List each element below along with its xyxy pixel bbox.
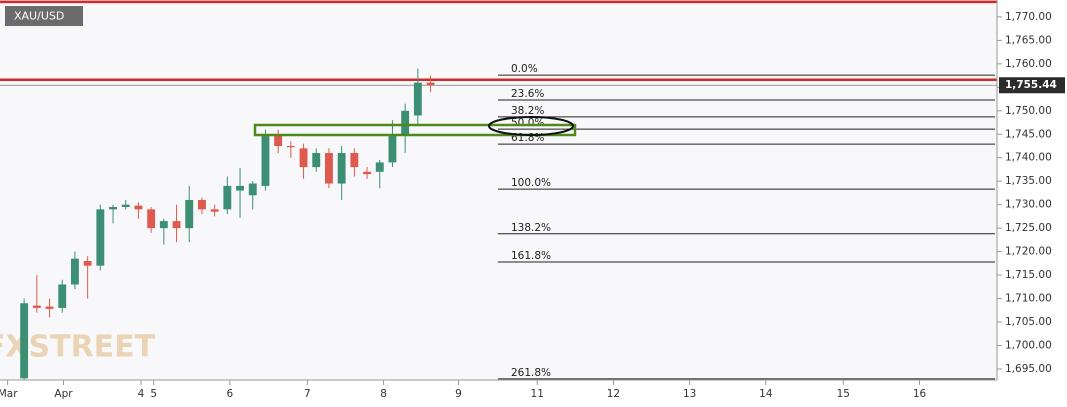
fib-label: 38.2% [511,105,544,117]
candle-body [210,209,219,212]
x-tick-label: 9 [455,388,462,400]
candle-body [109,207,117,210]
candle-body [388,134,397,163]
candle-body [261,134,270,186]
candle-body [337,153,346,184]
candle-body [286,145,295,148]
candle-body [401,110,410,135]
candle-body [159,221,168,229]
x-tick-label: 12 [607,388,620,400]
candle-body [20,303,29,379]
candle-body [83,261,92,266]
last-price-box [999,77,1065,94]
y-tick-label: 1,760.00 [1005,58,1052,70]
x-tick-label: 8 [380,388,387,400]
x-tick-label: 16 [913,388,927,400]
y-tick-label: 1,740.00 [1005,152,1052,164]
zone-box [253,123,577,137]
x-tick-label: 13 [683,388,696,400]
candle-body [236,185,244,191]
y-tick-label: 1,745.00 [1005,128,1052,140]
candle-body [172,221,181,229]
fib-label: 100.0% [511,177,551,189]
y-tick-label: 1,725.00 [1005,222,1052,234]
candle-body [70,258,79,285]
fib-label: 0.0% [511,63,538,75]
candle-body [363,171,371,175]
x-tick-label: 6 [227,388,234,400]
y-tick-label: 1,700.00 [1005,339,1052,351]
fib-label: 23.6% [511,88,544,100]
y-tick-label: 1,730.00 [1005,199,1052,211]
y-tick-label: 1,770.00 [1005,11,1052,23]
candle-body [45,306,54,309]
candle-body [274,134,283,146]
y-tick-label: 1,765.00 [1005,34,1052,46]
candle-body [312,153,321,168]
candle-body [58,284,67,308]
candle-body [185,199,194,229]
x-tick-label: 5 [150,388,157,400]
plot-area [0,0,997,380]
candle-body [223,185,232,210]
candle-body [147,209,156,229]
x-tick-label: 15 [837,388,850,400]
fib-label: 50.0% [511,117,544,129]
candle-body [299,148,308,168]
y-tick-label: 1,710.00 [1005,293,1052,305]
x-tick-label: 14 [759,388,773,400]
fib-label: 161.8% [511,250,551,262]
x-tick-label: 11 [531,388,544,400]
x-tick-label: 4 [138,388,145,400]
x-tick-label: Mar [0,388,18,400]
fib-label: 138.2% [511,222,551,234]
y-tick-label: 1,715.00 [1005,269,1052,281]
candle-body [426,82,435,86]
candle-body [248,183,257,196]
y-tick-label: 1,735.00 [1005,175,1052,187]
y-tick-label: 1,720.00 [1005,246,1052,258]
candle-body [96,209,105,266]
symbol-label: XAU/USD [14,10,64,23]
candle-body [134,205,143,210]
x-tick-label: Apr [54,388,73,400]
circle-annotation [488,116,574,136]
fib-label: 261.8% [511,367,551,379]
candle-body [32,305,41,308]
candle-body [198,199,206,210]
y-tick-label: 1,705.00 [1005,316,1052,328]
candle-body [413,82,422,116]
symbol-box [5,6,83,26]
x-tick-label: 7 [304,388,311,400]
last-price-label: 1,755.44 [1005,79,1057,91]
y-tick-label: 1,695.00 [1005,363,1052,375]
candle-body [325,153,333,184]
y-tick-label: 1,750.00 [1005,105,1052,117]
candle-body [375,162,384,172]
candle-body [350,153,359,168]
candle-body [121,204,130,208]
